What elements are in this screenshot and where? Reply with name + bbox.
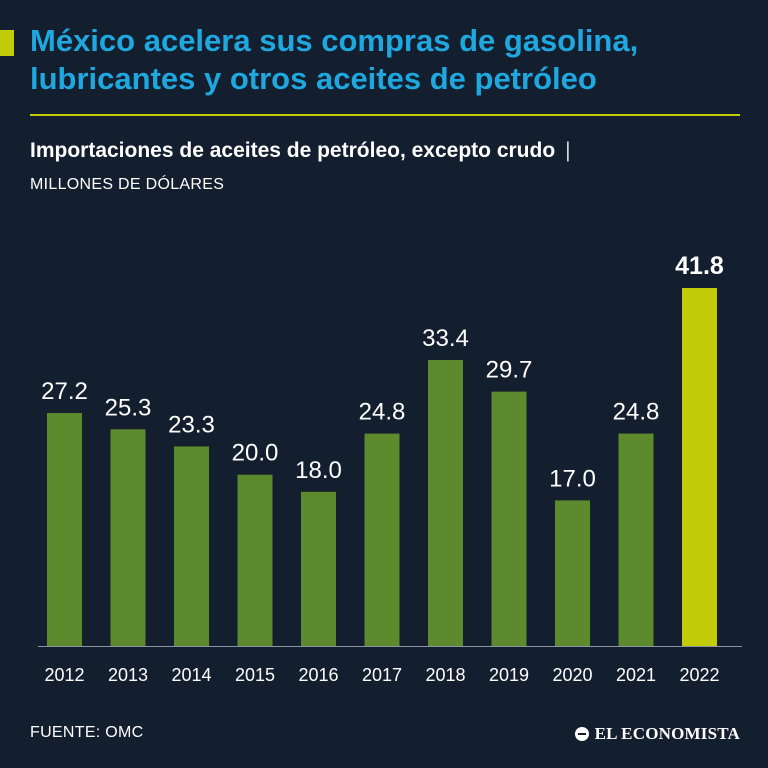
bar-value-label: 18.0 — [295, 457, 342, 484]
bar-value-label: 33.4 — [422, 325, 469, 352]
x-tick-label: 2012 — [44, 665, 84, 685]
bar-value-label: 27.2 — [41, 378, 88, 405]
x-tick-label: 2014 — [171, 665, 211, 685]
bar-value-label: 23.3 — [168, 411, 215, 438]
subtitle-separator: | — [565, 139, 571, 162]
bar — [110, 429, 146, 646]
source-note: FUENTE: OMC — [30, 724, 144, 741]
bar — [237, 474, 273, 646]
bar-highlight — [682, 288, 717, 646]
x-tick-label: 2022 — [679, 665, 719, 685]
x-tick-label: 2013 — [108, 665, 148, 685]
bar-value-label: 41.8 — [675, 252, 724, 280]
x-tick-label: 2017 — [362, 665, 402, 685]
headline-line-1: México acelera sus compras de gasolina, — [30, 23, 639, 58]
headline-divider — [30, 114, 740, 116]
brand-name: EL ECONOMISTA — [594, 724, 740, 743]
x-tick-label: 2015 — [235, 665, 275, 685]
x-tick-label: 2021 — [616, 665, 656, 685]
bar-value-label: 24.8 — [359, 399, 406, 426]
bar — [618, 433, 654, 646]
chart-subtitle-text: Importaciones de aceites de petróleo, ex… — [30, 139, 556, 162]
x-tick-label: 2019 — [489, 665, 529, 685]
headline: México acelera sus compras de gasolina, … — [30, 22, 750, 98]
bar-value-label: 20.0 — [232, 440, 279, 467]
bar-value-label: 29.7 — [486, 357, 533, 384]
bar-value-label: 17.0 — [549, 465, 596, 492]
bar — [364, 433, 400, 646]
x-tick-label: 2016 — [298, 665, 338, 685]
bar — [47, 413, 82, 646]
bar-value-label: 24.8 — [613, 399, 660, 426]
brand-logo: EL ECONOMISTA — [574, 724, 740, 744]
headline-accent-bar — [0, 30, 14, 56]
bar — [555, 500, 590, 646]
bar — [301, 491, 336, 646]
bar — [428, 359, 463, 646]
bar — [174, 446, 209, 646]
headline-line-2: lubricantes y otros aceites de petróleo — [30, 61, 597, 96]
x-tick-label: 2018 — [425, 665, 465, 685]
brand-circle-icon — [574, 727, 589, 741]
bar — [491, 391, 527, 646]
chart-unit-label: MILLONES DE DÓLARES — [30, 176, 225, 193]
bar-value-label: 25.3 — [105, 394, 152, 421]
x-tick-label: 2020 — [552, 665, 592, 685]
chart-subtitle: Importaciones de aceites de petróleo, ex… — [30, 138, 750, 164]
